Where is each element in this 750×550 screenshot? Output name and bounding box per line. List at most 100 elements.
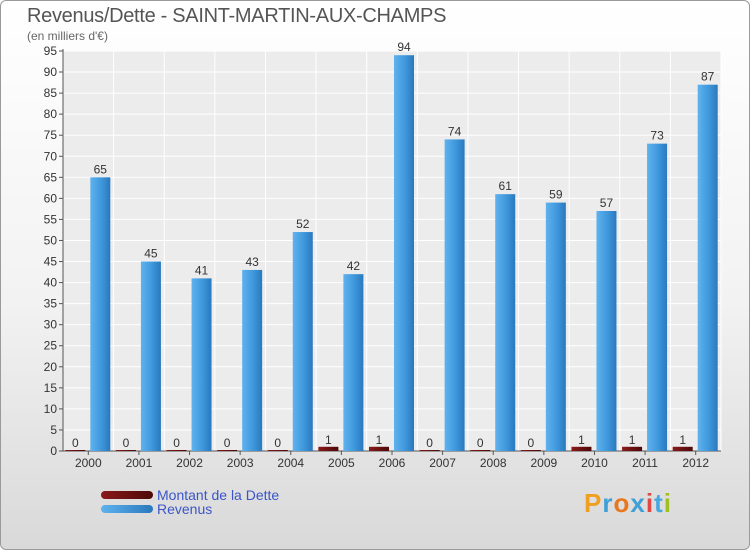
x-tick-label: 2011 xyxy=(632,456,658,470)
logo-letter: x xyxy=(630,488,646,518)
x-tick-label: 2007 xyxy=(429,456,456,470)
data-label-dette: 1 xyxy=(578,433,585,447)
data-label-revenus: 52 xyxy=(296,217,310,231)
y-tick-label: 15 xyxy=(44,381,58,395)
y-tick-label: 50 xyxy=(44,233,58,247)
data-label-revenus: 73 xyxy=(650,129,664,143)
legend-item-revenus: Revenus xyxy=(101,501,212,517)
x-tick-label: 2002 xyxy=(176,456,203,470)
data-label-dette: 1 xyxy=(679,433,686,447)
data-label-revenus: 59 xyxy=(549,188,563,202)
data-label-dette: 0 xyxy=(72,436,79,450)
data-label-dette: 0 xyxy=(173,436,180,450)
bar-dette xyxy=(166,450,187,451)
data-label-dette: 1 xyxy=(376,433,383,447)
x-tick-label: 2009 xyxy=(530,456,557,470)
y-tick-label: 25 xyxy=(44,339,58,353)
bar-revenus xyxy=(444,139,465,451)
y-tick-label: 95 xyxy=(44,44,58,58)
bar-dette xyxy=(419,450,440,451)
data-label-revenus: 74 xyxy=(448,124,462,138)
bar-revenus xyxy=(495,194,516,451)
data-label-revenus: 41 xyxy=(195,263,209,277)
legend-swatch-dette xyxy=(101,491,153,499)
y-tick-label: 5 xyxy=(50,423,57,437)
y-tick-label: 20 xyxy=(44,360,58,374)
bar-revenus xyxy=(140,261,161,451)
bar-revenus xyxy=(647,143,668,451)
bar-revenus xyxy=(596,211,617,451)
bar-revenus xyxy=(191,278,212,451)
legend-swatch-revenus xyxy=(101,505,153,513)
logo-letter: o xyxy=(613,488,631,518)
legend-item-dette: Montant de la Dette xyxy=(101,487,279,503)
data-label-revenus: 43 xyxy=(245,255,259,269)
bar-revenus xyxy=(242,269,263,451)
x-tick-label: 2012 xyxy=(682,456,709,470)
chart-title: Revenus/Dette - SAINT-MARTIN-AUX-CHAMPS xyxy=(27,5,447,27)
y-tick-label: 45 xyxy=(44,255,58,269)
bar-revenus xyxy=(394,55,414,452)
data-label-revenus: 42 xyxy=(347,259,361,273)
data-label-dette: 0 xyxy=(274,436,281,450)
bar-dette xyxy=(520,450,541,451)
logo-letter: P xyxy=(584,488,603,518)
bar-revenus xyxy=(343,274,364,451)
y-tick-label: 10 xyxy=(44,402,58,416)
y-tick-label: 70 xyxy=(44,149,58,163)
y-tick-label: 40 xyxy=(44,276,58,290)
legend-label-dette: Montant de la Dette xyxy=(157,487,280,503)
data-label-dette: 1 xyxy=(629,433,636,447)
bar-dette xyxy=(318,446,339,451)
data-label-dette: 0 xyxy=(477,436,484,450)
bar-dette xyxy=(115,450,136,451)
y-tick-label: 30 xyxy=(44,318,58,332)
x-tick-label: 2004 xyxy=(277,456,304,470)
y-tick-label: 85 xyxy=(44,86,58,100)
data-label-dette: 0 xyxy=(528,436,535,450)
y-tick-label: 60 xyxy=(44,191,58,205)
logo-letter: i xyxy=(645,488,655,518)
y-tick-label: 55 xyxy=(44,212,58,226)
y-tick-label: 90 xyxy=(44,65,58,79)
data-label-revenus: 65 xyxy=(94,162,108,176)
bar-dette xyxy=(267,450,288,451)
data-label-dette: 1 xyxy=(325,433,332,447)
bar-revenus xyxy=(90,177,111,451)
bar-dette xyxy=(672,446,693,451)
y-tick-label: 0 xyxy=(50,444,57,458)
bar-revenus xyxy=(545,202,566,451)
bar-revenus xyxy=(697,84,718,452)
data-label-revenus: 94 xyxy=(397,40,411,54)
bar-revenus xyxy=(292,232,313,451)
bar-dette xyxy=(571,446,592,451)
logo-letter: t xyxy=(654,488,664,518)
data-label-revenus: 57 xyxy=(600,196,614,210)
x-tick-label: 2001 xyxy=(126,456,153,470)
chart-subtitle: (en milliers d'€) xyxy=(27,29,108,43)
x-tick-label: 2005 xyxy=(328,456,355,470)
data-label-dette: 0 xyxy=(123,436,130,450)
x-tick-label: 2000 xyxy=(75,456,102,470)
bar-dette xyxy=(470,450,491,451)
x-tick-label: 2008 xyxy=(480,456,507,470)
y-tick-label: 65 xyxy=(44,170,58,184)
y-tick-label: 80 xyxy=(44,107,58,121)
data-label-dette: 0 xyxy=(224,436,231,450)
data-label-dette: 0 xyxy=(426,436,433,450)
x-tick-label: 2003 xyxy=(227,456,254,470)
logo-letter: r xyxy=(602,488,614,518)
data-label-revenus: 87 xyxy=(701,70,715,84)
bar-dette xyxy=(622,446,643,451)
bar-dette xyxy=(369,446,389,451)
data-label-revenus: 45 xyxy=(144,247,158,261)
x-tick-label: 2010 xyxy=(581,456,608,470)
plot-background xyxy=(63,51,721,451)
bar-dette xyxy=(217,450,238,451)
y-tick-label: 35 xyxy=(44,297,58,311)
proxiti-logo: Proxiti xyxy=(584,488,672,519)
y-tick-label: 75 xyxy=(44,128,58,142)
logo-letter: i xyxy=(663,488,672,518)
